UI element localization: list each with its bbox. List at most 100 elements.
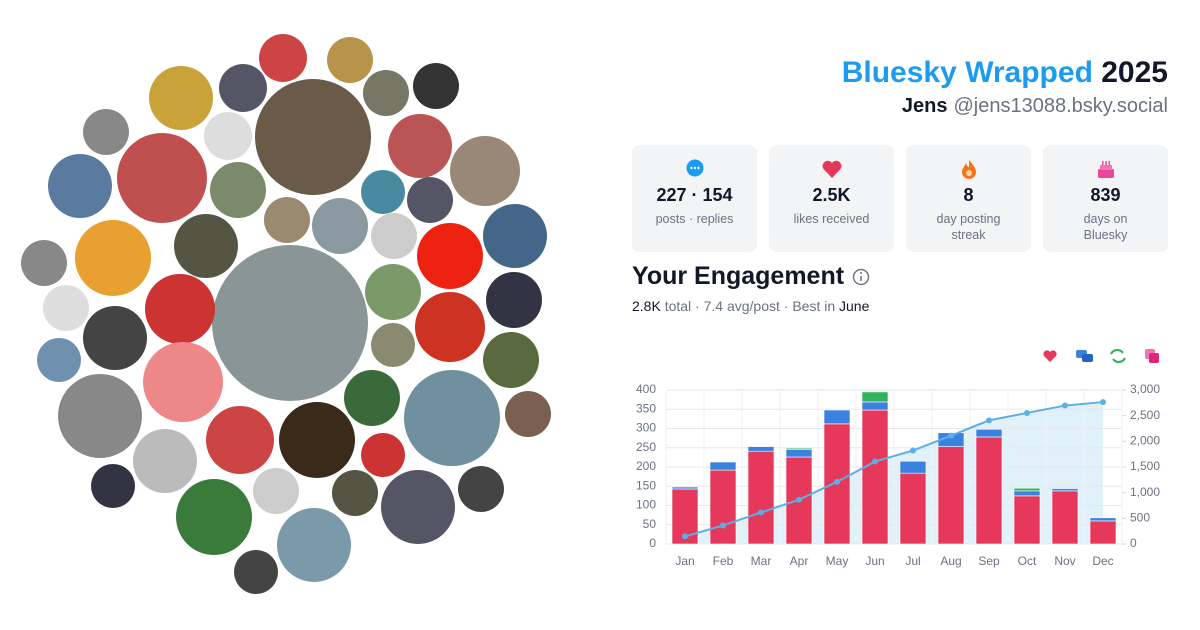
x-tick-label: Mar — [751, 554, 772, 568]
y2-tick-label: 0 — [1130, 536, 1137, 550]
avatar — [204, 112, 252, 160]
avatar — [332, 470, 378, 516]
y2-tick-label: 3,000 — [1130, 382, 1160, 396]
avatar — [407, 177, 453, 223]
avatar — [83, 306, 147, 370]
stat-card: 839 days on Bluesky — [1043, 145, 1168, 252]
bar-segment — [1089, 517, 1117, 522]
x-tick-label: Nov — [1054, 554, 1075, 568]
avatar — [361, 433, 405, 477]
avatar — [264, 197, 310, 243]
avatar — [388, 114, 452, 178]
avatar — [117, 133, 207, 223]
avatar — [58, 374, 142, 458]
avatar — [48, 154, 112, 218]
x-tick-label: Jan — [675, 554, 694, 568]
stat-value: 8 — [963, 185, 974, 205]
bar-segment — [1013, 490, 1041, 497]
bar-segment — [1051, 488, 1079, 492]
avatar — [486, 272, 542, 328]
legend-quote-icon — [1149, 353, 1159, 363]
y2-tick-label: 2,500 — [1130, 408, 1160, 422]
avatar — [149, 66, 213, 130]
x-tick-label: Sep — [978, 554, 1000, 568]
bar-segment — [747, 450, 775, 545]
bar-segment — [1013, 487, 1041, 492]
bar-segment — [785, 447, 813, 450]
stat-label: posts · replies — [655, 212, 734, 226]
avatar — [365, 264, 421, 320]
avatar — [145, 274, 215, 344]
y-tick-label: 50 — [643, 517, 657, 531]
y-tick-label: 200 — [636, 459, 656, 473]
cumulative-point — [682, 533, 688, 540]
x-tick-label: Feb — [713, 554, 734, 568]
bar-segment — [1051, 490, 1079, 545]
avatar — [259, 34, 307, 82]
cumulative-point — [948, 432, 954, 439]
stat-label: day posting streak — [936, 212, 1001, 242]
cumulative-point — [986, 417, 992, 424]
cumulative-point — [1062, 402, 1068, 409]
bar-segment — [861, 391, 889, 403]
cumulative-point — [796, 496, 802, 503]
x-tick-label: May — [826, 554, 849, 568]
x-tick-label: Apr — [790, 554, 809, 568]
avatar — [505, 391, 551, 437]
x-tick-label: Oct — [1018, 554, 1037, 568]
avatar — [279, 402, 355, 478]
avatar — [458, 466, 504, 512]
bar-segment — [899, 472, 927, 545]
x-tick-label: Jun — [865, 554, 884, 568]
cumulative-point — [720, 522, 726, 529]
avatar — [277, 508, 351, 582]
avatar — [75, 220, 151, 296]
avatar — [417, 223, 483, 289]
legend — [1043, 348, 1159, 364]
stat-value: 2.5K — [812, 185, 851, 205]
y-tick-label: 300 — [636, 421, 656, 435]
stat-card: 227 · 154 posts · replies — [632, 145, 757, 252]
cumulative-point — [758, 509, 764, 516]
avatar — [219, 64, 267, 112]
bar-segment — [975, 428, 1003, 438]
avatar — [206, 406, 274, 474]
stat-value: 839 — [1090, 185, 1121, 205]
posts-icon — [686, 159, 703, 177]
cumulative-line — [684, 401, 1104, 538]
stat-card: 2.5K likes received — [769, 145, 894, 252]
avatar — [234, 550, 278, 594]
wrapped-title: Bluesky Wrapped 2025 — [842, 56, 1168, 90]
avatar-cluster — [21, 34, 551, 594]
avatar — [210, 162, 266, 218]
avatar — [404, 370, 500, 466]
bar-segment — [709, 461, 737, 471]
avatar — [255, 79, 371, 195]
avatar — [174, 214, 238, 278]
bar-segment — [975, 436, 1003, 545]
avatar — [450, 136, 520, 206]
y-tick-label: 250 — [636, 440, 656, 454]
y2-tick-label: 1,500 — [1130, 459, 1160, 473]
x-tick-label: Jul — [905, 554, 920, 568]
legend-reply-icon — [1082, 354, 1093, 362]
cumulative-point — [1100, 399, 1106, 406]
info-icon — [860, 272, 862, 274]
avatar — [43, 285, 89, 331]
bar-segment — [709, 469, 737, 545]
cumulative-point — [834, 478, 840, 485]
likes-icon — [822, 160, 841, 178]
summary-total: 2.8K — [632, 298, 661, 314]
avatar — [361, 170, 405, 214]
x-tick-label: Aug — [940, 554, 961, 568]
bar-segment — [861, 409, 889, 545]
bar-segment — [785, 448, 813, 458]
info-icon[interactable] — [852, 268, 870, 286]
bar-segment — [823, 409, 851, 425]
user-name: Jens — [901, 95, 948, 117]
avatar — [483, 332, 539, 388]
avatar — [143, 342, 223, 422]
avatar — [415, 292, 485, 362]
avatar — [363, 70, 409, 116]
